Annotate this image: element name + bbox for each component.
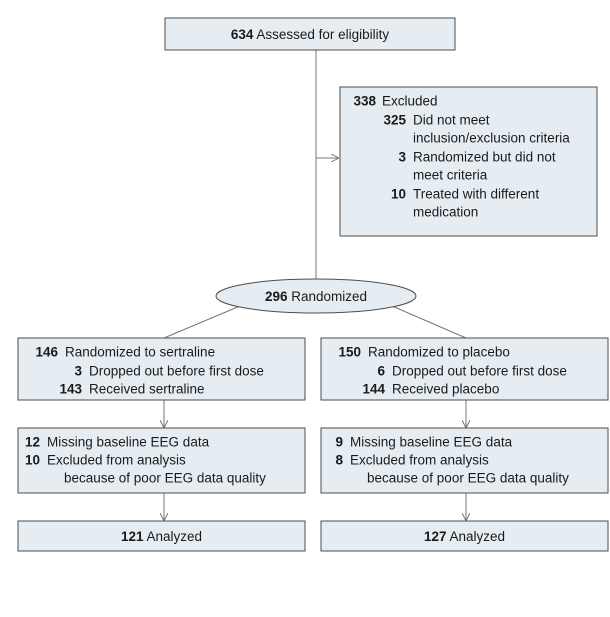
connector [163, 305, 241, 339]
exclusion-box [320, 427, 609, 494]
count: 150 [338, 345, 361, 360]
label: Missing baseline EEG data [47, 435, 210, 450]
label: Analyzed [450, 529, 506, 544]
count: 144 [362, 382, 385, 397]
label: Excluded from analysis [350, 453, 489, 468]
label: Randomized [291, 289, 367, 304]
label: Received placebo [392, 382, 499, 397]
label: Randomized but did not [413, 150, 556, 165]
count: 127 [424, 529, 447, 544]
connector [391, 305, 467, 339]
analyzed-text: 127 Analyzed [424, 529, 505, 544]
label: Dropped out before first dose [392, 364, 567, 379]
count: 8 [335, 453, 343, 468]
label: Randomized to placebo [368, 345, 510, 360]
count: 296 [265, 289, 288, 304]
count: 325 [383, 113, 406, 128]
count: 10 [25, 453, 40, 468]
label: Randomized to sertraline [65, 345, 215, 360]
allocation-box [17, 337, 306, 401]
count: 6 [377, 364, 385, 379]
count: 143 [59, 382, 82, 397]
label: because of poor EEG data quality [367, 471, 569, 486]
label: Excluded [382, 94, 438, 109]
count: 634 [231, 27, 254, 42]
allocation-box [320, 337, 609, 401]
count: 338 [353, 94, 376, 109]
count: 146 [35, 345, 58, 360]
randomized-ellipse [215, 278, 417, 314]
count: 121 [121, 529, 144, 544]
screening-text: 634 Assessed for eligibility [231, 27, 390, 42]
analyzed-text: 121 Analyzed [121, 529, 202, 544]
count: 10 [391, 187, 406, 202]
exclusion-box [17, 427, 306, 494]
label: Assessed for eligibility [256, 27, 389, 42]
label: Dropped out before first dose [89, 364, 264, 379]
label: meet criteria [413, 168, 488, 183]
randomized-text: 296 Randomized [265, 289, 367, 304]
excluded-box [339, 86, 598, 237]
count: 12 [25, 435, 40, 450]
label: Missing baseline EEG data [350, 435, 513, 450]
label: Did not meet [413, 113, 490, 128]
label: medication [413, 205, 478, 220]
label: inclusion/exclusion criteria [413, 131, 570, 146]
count: 3 [398, 150, 406, 165]
label: because of poor EEG data quality [64, 471, 266, 486]
screening-box [164, 17, 456, 51]
count: 9 [335, 435, 343, 450]
analysis-box [320, 520, 609, 552]
label: Received sertraline [89, 382, 205, 397]
analysis-box [17, 520, 306, 552]
label: Excluded from analysis [47, 453, 186, 468]
count: 3 [74, 364, 82, 379]
label: Treated with different [413, 187, 539, 202]
label: Analyzed [147, 529, 203, 544]
